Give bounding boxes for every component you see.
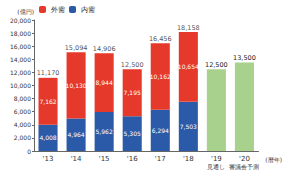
svg-text:13,500: 13,500 [233,54,256,62]
svg-text:10,162: 10,162 [150,73,171,80]
svg-text:16,456: 16,456 [149,35,172,43]
svg-text:6,000: 6,000 [14,108,31,115]
svg-text:5,962: 5,962 [96,128,113,135]
svg-text:12,500: 12,500 [205,61,228,69]
svg-text:4,964: 4,964 [67,131,84,138]
svg-text:内需: 内需 [81,6,95,14]
svg-text:14,906: 14,906 [93,45,116,53]
svg-text:0: 0 [27,148,31,155]
svg-text:'16: '16 [127,155,138,163]
svg-text:14,000: 14,000 [10,56,31,63]
svg-text:4,008: 4,008 [39,134,56,141]
svg-text:外需: 外需 [51,6,65,14]
svg-text:4,000: 4,000 [14,121,31,128]
svg-text:見通し: 見通し [207,163,225,170]
svg-text:'17: '17 [155,155,166,163]
svg-text:'19: '19 [211,155,222,163]
svg-text:'20: '20 [239,155,250,163]
svg-text:7,162: 7,162 [39,98,56,105]
svg-text:7,195: 7,195 [124,89,141,96]
svg-text:'15: '15 [99,155,110,163]
svg-text:8,000: 8,000 [14,95,31,102]
svg-text:16,000: 16,000 [10,43,31,50]
svg-text:10,130: 10,130 [66,82,87,89]
svg-text:20,000: 20,000 [10,17,31,24]
svg-text:'18: '18 [183,155,194,163]
svg-text:審議会予測: 審議会予測 [229,163,259,170]
svg-text:5,305: 5,305 [124,130,141,137]
svg-text:12,000: 12,000 [10,69,31,76]
svg-text:'13: '13 [43,155,54,163]
svg-text:10,654: 10,654 [178,63,199,70]
svg-text:18,000: 18,000 [10,30,31,37]
svg-text:15,094: 15,094 [65,44,88,52]
svg-text:11,170: 11,170 [37,69,60,77]
svg-text:18,158: 18,158 [177,24,200,32]
svg-text:'14: '14 [71,155,82,163]
svg-text:2,000: 2,000 [14,134,31,141]
svg-text:7,503: 7,503 [180,123,197,130]
svg-text:(暦年): (暦年) [265,156,282,163]
svg-text:8,944: 8,944 [96,79,113,86]
svg-text:(億円): (億円) [17,8,34,15]
svg-text:12,500: 12,500 [121,61,144,69]
svg-text:10,000: 10,000 [10,82,31,89]
svg-text:6,294: 6,294 [152,127,169,134]
